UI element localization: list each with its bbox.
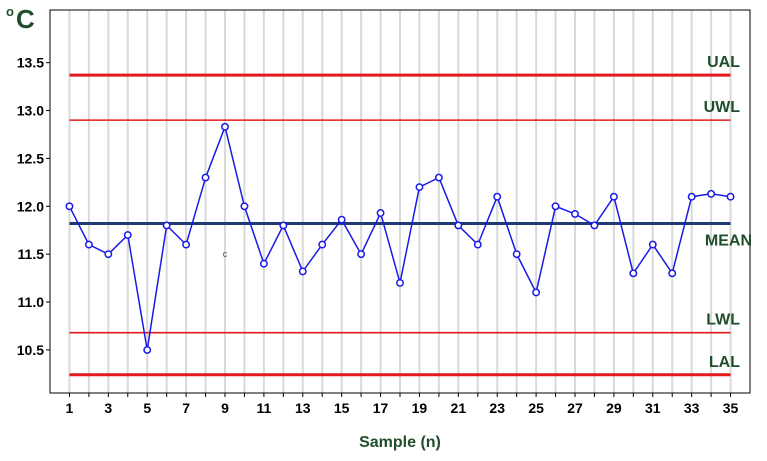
y-tick-label: 12.5 [17, 150, 44, 166]
control-label-uwl: UWL [704, 99, 741, 116]
data-point [415, 183, 424, 192]
x-tick-label: 17 [373, 400, 389, 416]
data-point [396, 278, 404, 287]
x-tick-label: 7 [182, 400, 190, 416]
x-tick-label: 1 [66, 400, 74, 416]
x-tick-label: 35 [723, 400, 739, 416]
control-label-lal: LAL [709, 354, 740, 371]
x-axis-title: Sample (n) [359, 434, 441, 451]
data-point [493, 192, 502, 201]
data-point [707, 189, 716, 198]
x-tick-label: 5 [143, 400, 151, 416]
data-point [104, 250, 113, 259]
data-point [532, 288, 541, 297]
data-point [609, 192, 618, 201]
y-tick-label: 13.5 [17, 55, 44, 71]
control-label-lwl: LWL [706, 312, 740, 329]
data-point [454, 221, 463, 230]
x-tick-label: 33 [684, 400, 700, 416]
data-point [65, 202, 74, 211]
unit-text: C [15, 4, 35, 34]
x-tick-label: 29 [606, 400, 622, 416]
y-tick-label: 10.5 [17, 342, 44, 358]
data-point [279, 221, 288, 230]
x-tick-label: 19 [412, 400, 428, 416]
annotation: c [223, 249, 228, 259]
x-axis: 1 3 5 7 9 11 13 15 17 19 21 23 25 27 29 31 33 35 [66, 393, 739, 416]
y-axis: 10.5 11.0 11.5 12.0 12.5 13.0 13.5 [17, 55, 50, 358]
data-point [551, 202, 560, 211]
data-point [162, 221, 171, 230]
y-unit-label: oC [6, 4, 35, 35]
x-tick-label: 27 [567, 400, 583, 416]
data-point [298, 267, 307, 276]
grid [68, 10, 732, 393]
data-point [629, 269, 638, 278]
x-tick-label: 13 [295, 400, 311, 416]
x-tick-label: 25 [528, 400, 544, 416]
x-tick-label: 15 [334, 400, 350, 416]
data-point [473, 240, 482, 249]
x-tick-label: 31 [645, 400, 661, 416]
data-point [357, 250, 366, 259]
data-point [182, 240, 191, 249]
control-lines: UAL UWL MEAN LWL LAL [69, 54, 752, 377]
data-point [648, 240, 657, 249]
data-point [687, 192, 696, 201]
data-point [84, 240, 93, 249]
data-point [318, 240, 327, 249]
series [65, 122, 735, 354]
data-point [259, 259, 268, 268]
data-point [143, 345, 152, 354]
control-label-mean: MEAN [705, 233, 752, 250]
data-point [512, 250, 521, 259]
data-point [571, 209, 579, 218]
y-tick-label: 12.0 [17, 198, 44, 214]
data-point [337, 215, 346, 224]
x-tick-label: 3 [104, 400, 112, 416]
x-tick-label: 23 [489, 400, 505, 416]
data-point [590, 221, 599, 230]
control-label-ual: UAL [707, 54, 740, 71]
data-point [726, 192, 735, 201]
x-tick-label: 21 [451, 400, 467, 416]
x-tick-label: 11 [256, 400, 271, 416]
data-point [123, 231, 132, 239]
y-tick-label: 11.5 [18, 246, 45, 262]
data-point [668, 269, 677, 278]
degree-symbol: o [6, 4, 14, 19]
y-tick-label: 11.0 [18, 294, 45, 310]
data-point [240, 202, 249, 211]
data-point [434, 173, 443, 182]
x-tick-label: 9 [221, 400, 229, 416]
data-point [221, 122, 229, 131]
y-tick-label: 13.0 [17, 103, 44, 119]
annotations: c [223, 249, 228, 259]
data-point [201, 173, 210, 182]
data-point [376, 209, 385, 217]
